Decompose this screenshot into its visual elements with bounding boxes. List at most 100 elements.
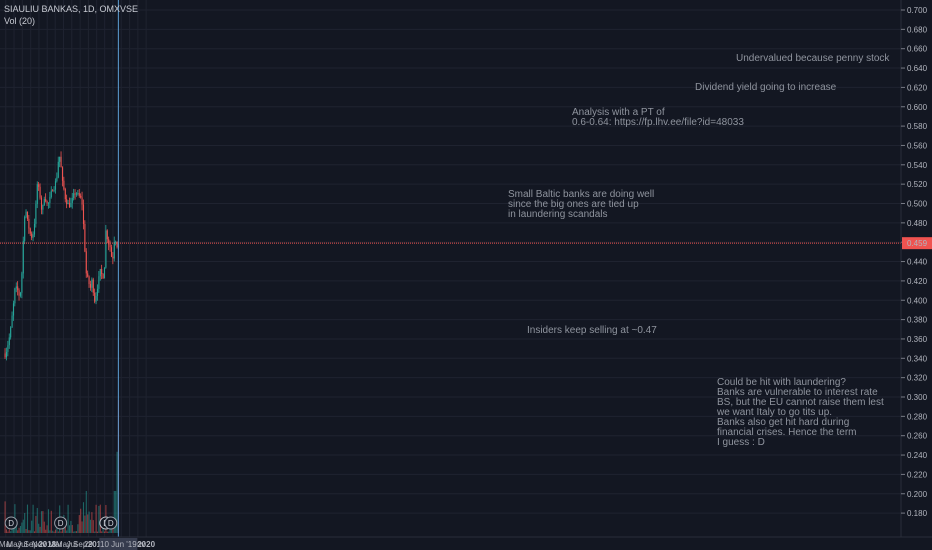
time-tick-label: Jul [17,540,27,549]
price-tick-label: 0.620 [907,83,928,92]
candle-body [87,273,89,277]
candle-body [84,223,86,252]
volume-bar [96,531,99,533]
volume-bar [71,525,73,533]
candle-body [5,351,8,358]
note-insiders[interactable]: Insiders keep selling at ~0.47 [527,325,657,336]
time-tick-label: Sep [24,540,39,549]
volume-bar [81,521,83,533]
candle-body [4,353,6,358]
volume-bar [95,504,97,533]
candle-body [45,199,47,202]
volume-bar [88,511,90,533]
volume-bar [87,514,89,533]
candle-body [64,188,66,200]
volume-bar [91,512,93,533]
volume-bar [35,515,37,533]
candle-body [98,276,100,289]
candle-body [47,202,50,204]
volume-bar [18,527,20,533]
candle-body [17,286,19,291]
time-tick-label: May [56,540,71,549]
candle-body [67,202,69,205]
volume-bar [102,528,104,533]
time-tick-label: Nov [131,540,145,549]
candle-body [77,193,79,195]
time-scale-background[interactable] [0,537,932,550]
volume-bar [67,504,69,533]
volume-bar [49,530,51,533]
candle-body [52,190,54,192]
volume-bar [25,529,27,533]
price-tick-label: 0.300 [907,393,928,402]
last-price-tag-label: 0.459 [907,239,928,248]
volume-bar [115,491,117,533]
volume-bar [77,524,79,533]
note-baltic-banks[interactable]: Small Baltic banks are doing well since … [508,189,655,220]
candle-body [94,292,96,302]
time-tick-label: Nov [32,540,46,549]
price-tick-label: 0.520 [907,180,928,189]
candle-body [101,269,103,274]
price-tick-label: 0.320 [907,374,928,383]
candle-body [25,211,27,218]
candle-body [63,180,65,189]
volume-bar [15,522,17,533]
time-tick-label: 2020 [137,540,155,549]
last-price-tag: 0.459 [902,237,932,250]
candle-body [60,156,62,168]
price-scale-background[interactable] [901,0,932,537]
volume-bar [99,504,101,533]
volume-bar [113,491,115,533]
volume-bar [52,530,54,533]
volume-bar [29,530,31,533]
volume-bar [26,504,29,533]
volume-bar [28,530,30,533]
volume-bar [46,525,48,533]
dividend-marker [4,516,18,530]
candle-body [113,241,115,259]
candle-body [66,199,68,205]
volume-bar [54,529,57,533]
note-laundering[interactable]: Could be hit with laundering? Banks are … [717,377,884,448]
volume-indicator-title[interactable]: Vol (20) [4,16,36,26]
candle-body [29,228,31,234]
candle-body [31,233,33,238]
candle-body [102,273,104,279]
volume-bar [36,507,38,533]
volume-bar [108,531,110,533]
candle-body [95,295,97,302]
crosshair-date-tag: 10 Jun '19 [99,538,138,550]
volume-bar [7,531,9,533]
price-scale[interactable]: 0.700 0.680 0.660 0.640 0.620 0.600 0.580 0.560… [900,0,928,537]
note-dividend-yield[interactable]: Dividend yield going to increase [695,82,837,93]
candle-body [22,240,24,274]
event-markers[interactable]: DDED [4,516,118,530]
candle-body [116,241,118,247]
candle-body [59,156,61,162]
symbol-title[interactable]: SIAULIU BANKAS, 1D, OMXVSE [4,4,139,14]
event-marker-label: D [58,519,64,528]
note-analysis[interactable]: Analysis with a PT of 0.6-0.64: https://… [572,107,744,128]
time-tick-label: Mar [0,540,13,549]
candle-body [32,234,34,238]
volume-bar [53,531,55,533]
candle-body [35,204,37,224]
price-tick-label: 0.560 [907,141,928,150]
candle-body [80,195,82,198]
price-tick-label: 0.600 [907,103,928,112]
price-tick-label: 0.400 [907,296,928,305]
note-undervalued[interactable]: Undervalued because penny stock [736,53,890,64]
volume-bar [38,523,40,533]
candle-body [73,193,75,198]
volume-bar [92,520,94,533]
candle-body [46,201,48,204]
candle-body [10,327,12,338]
volume-bar [98,505,100,533]
price-tick-label: 0.240 [907,451,928,460]
candle-body [78,193,80,196]
volume-bar [80,508,82,533]
candle-body [75,193,78,195]
time-tick-label: 2019 [88,540,106,549]
